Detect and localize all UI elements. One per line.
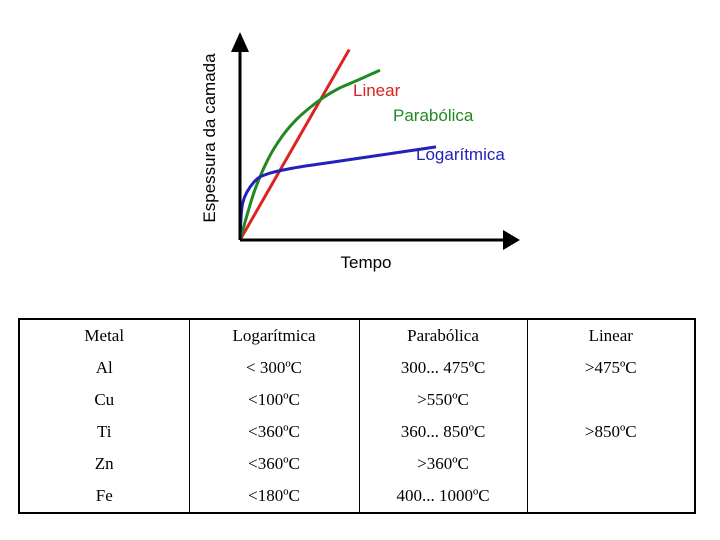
table-cell: >550ºC (358, 384, 527, 416)
table-row: Zn <360ºC >360ºC (18, 448, 696, 480)
table-row: Cu <100ºC >550ºC (18, 384, 696, 416)
table-row: Fe <180ºC 400... 1000ºC (18, 480, 696, 514)
y-axis-label: Espessura da camada (200, 53, 219, 223)
table-cell (526, 384, 696, 416)
table-cell: Al (18, 352, 189, 384)
series-layer (238, 48, 437, 241)
legend-logaritmica: Logarítmica (416, 145, 505, 164)
table-cell: Zn (18, 448, 189, 480)
table-header-row: Metal Logarítmica Parabólica Linear (18, 318, 696, 352)
table-cell: >360ºC (358, 448, 527, 480)
table-cell: < 300ºC (188, 352, 359, 384)
table-cell (526, 480, 696, 514)
series-line-parabólica (238, 68, 381, 241)
legend-linear: Linear (353, 81, 401, 100)
table-cell: 300... 475ºC (358, 352, 527, 384)
header-metal: Metal (18, 318, 189, 352)
table-row: Ti <360ºC 360... 850ºC >850ºC (18, 416, 696, 448)
series-line-linear (238, 48, 351, 241)
table-cell: <360ºC (188, 448, 359, 480)
table-cell: Cu (18, 384, 189, 416)
series-line-logarítmica (238, 145, 437, 241)
oxidation-table: Metal Logarítmica Parabólica Linear Al <… (18, 318, 696, 514)
table-cell: Fe (18, 480, 189, 514)
table-cell: >850ºC (526, 416, 696, 448)
table-cell: 360... 850ºC (358, 416, 527, 448)
table-cell: <360ºC (188, 416, 359, 448)
y-axis-arrow (231, 32, 249, 52)
table-cell: <180ºC (188, 480, 359, 514)
x-axis-arrow (503, 230, 520, 250)
table-cell (526, 448, 696, 480)
header-parabolica: Parabólica (358, 318, 527, 352)
legend-parabolica: Parabólica (393, 106, 474, 125)
table-cell: 400... 1000ºC (358, 480, 527, 514)
table-cell: Ti (18, 416, 189, 448)
table-cell: >475ºC (526, 352, 696, 384)
header-logaritmica: Logarítmica (188, 318, 359, 352)
header-linear: Linear (526, 318, 696, 352)
x-axis-label: Tempo (340, 253, 391, 272)
table-row: Al < 300ºC 300... 475ºC >475ºC (18, 352, 696, 384)
oxidation-chart: Espessura da camada Tempo Linear Paraból… (200, 32, 520, 272)
table-cell: <100ºC (188, 384, 359, 416)
